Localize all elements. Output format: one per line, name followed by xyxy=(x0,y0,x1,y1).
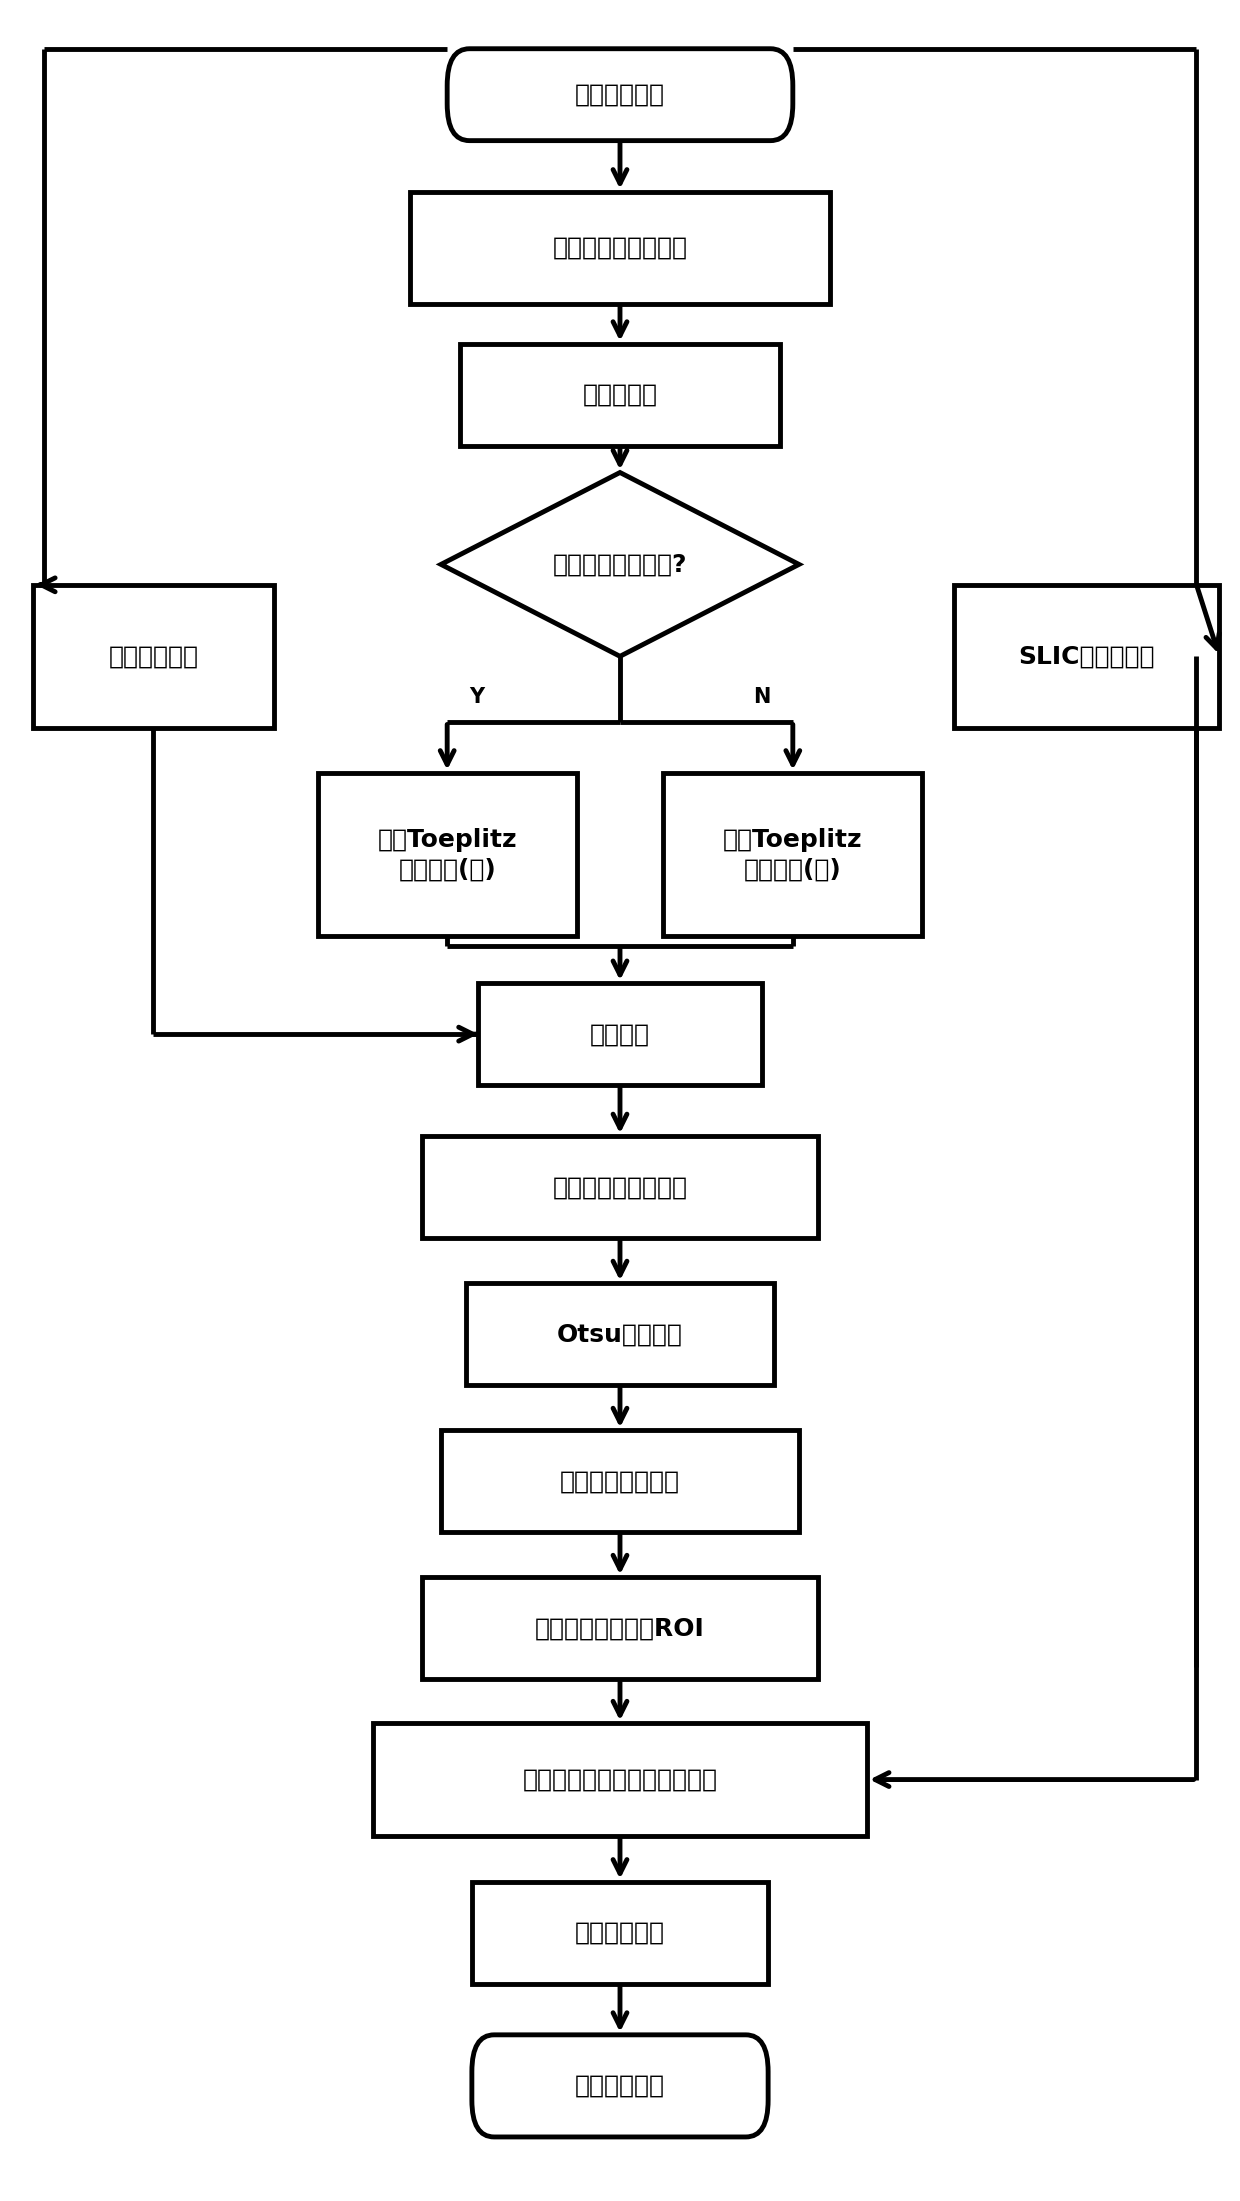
Bar xyxy=(423,1136,817,1239)
Text: 提取眼底血管: 提取眼底血管 xyxy=(108,645,198,669)
Bar xyxy=(472,1882,768,1983)
Text: 双通道颜色阈值分割: 双通道颜色阈值分割 xyxy=(553,236,687,260)
Bar xyxy=(410,191,830,304)
Text: Y: Y xyxy=(470,687,485,707)
Text: 输入眼底图像: 输入眼底图像 xyxy=(575,84,665,106)
Bar xyxy=(317,773,577,935)
FancyBboxPatch shape xyxy=(448,48,792,141)
Text: 连通域扩张: 连通域扩张 xyxy=(583,383,657,407)
Text: Otsu阈值分割: Otsu阈值分割 xyxy=(557,1323,683,1347)
Bar xyxy=(479,984,761,1085)
Polygon shape xyxy=(441,473,799,656)
Text: 椭圆拟合确定视盘ROI: 椭圆拟合确定视盘ROI xyxy=(536,1616,704,1640)
Bar xyxy=(33,585,274,729)
Bar xyxy=(466,1283,774,1384)
Text: 选择Toeplitz
矩阵模板(右): 选择Toeplitz 矩阵模板(右) xyxy=(723,828,863,880)
Text: 视盘候选区域粗确定: 视盘候选区域粗确定 xyxy=(553,1175,687,1200)
Bar xyxy=(423,1578,817,1679)
Text: SLIC超像素分割: SLIC超像素分割 xyxy=(1018,645,1154,669)
Text: 精细分割视盘: 精细分割视盘 xyxy=(575,1921,665,1946)
Bar xyxy=(663,773,923,935)
Text: 保留有一定重叠面积的超像素: 保留有一定重叠面积的超像素 xyxy=(522,1767,718,1792)
Bar xyxy=(373,1723,867,1836)
Text: N: N xyxy=(753,687,770,707)
Bar xyxy=(460,343,780,447)
Bar xyxy=(441,1431,799,1532)
Text: 视盘定位: 视盘定位 xyxy=(590,1021,650,1045)
FancyBboxPatch shape xyxy=(472,2036,768,2137)
Bar xyxy=(954,585,1219,729)
Text: 选择Toeplitz
矩阵模板(左): 选择Toeplitz 矩阵模板(左) xyxy=(377,828,517,880)
Text: 区域内部血管去除: 区域内部血管去除 xyxy=(560,1470,680,1494)
Text: 输出视盘图像: 输出视盘图像 xyxy=(575,2073,665,2098)
Text: 视盘位于图像左边?: 视盘位于图像左边? xyxy=(553,552,687,577)
